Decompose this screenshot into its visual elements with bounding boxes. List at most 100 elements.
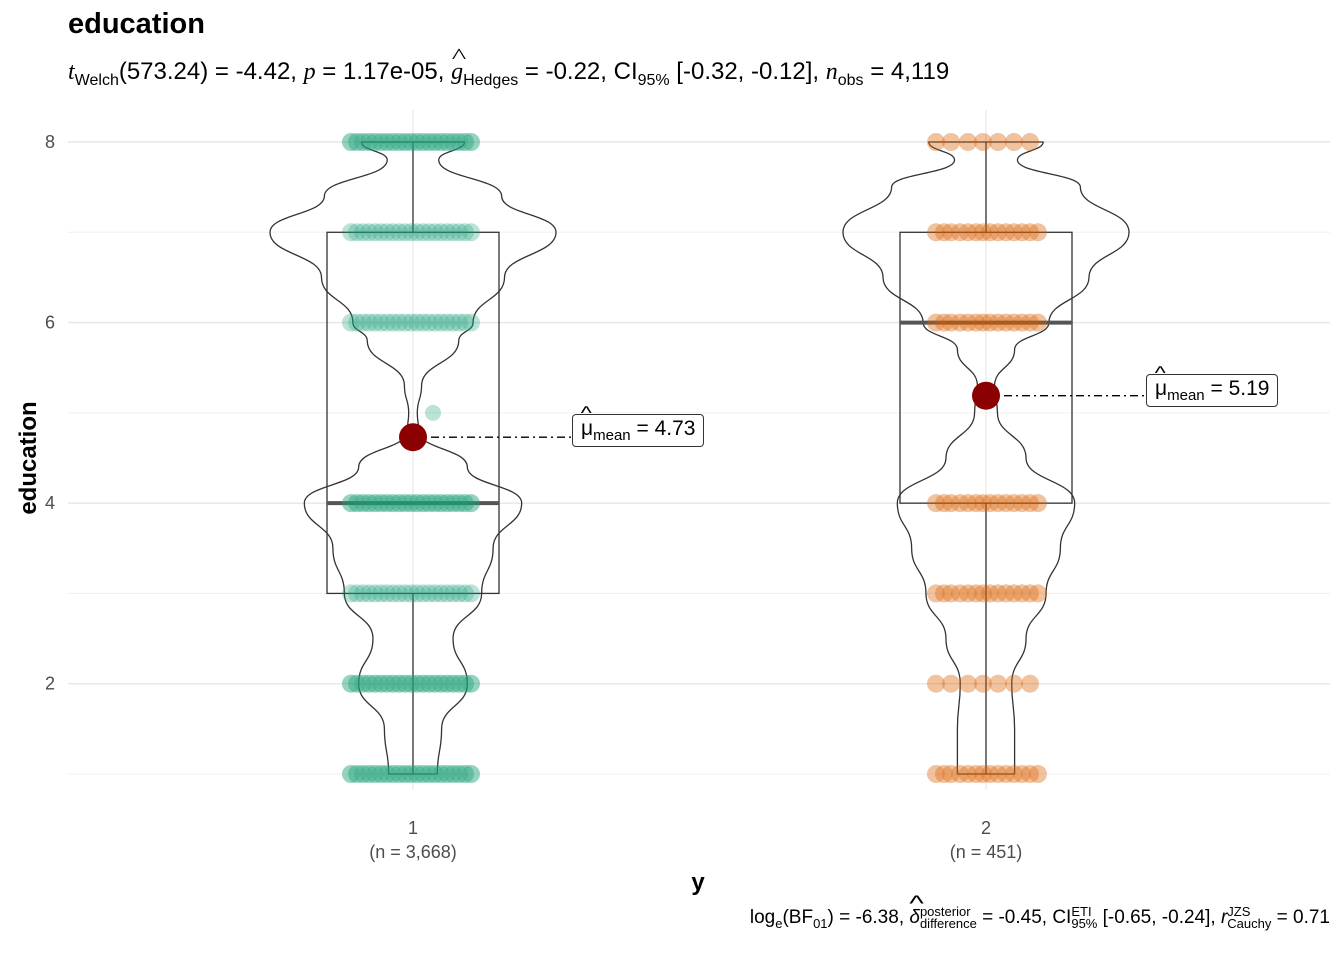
data-point — [384, 313, 402, 332]
data-point — [935, 223, 953, 242]
data-point — [420, 223, 438, 242]
data-point — [959, 765, 977, 783]
data-point — [426, 494, 444, 513]
data-point — [372, 133, 390, 151]
data-point — [348, 494, 366, 513]
data-point — [1021, 133, 1039, 151]
data-point — [444, 133, 462, 151]
data-point — [927, 584, 945, 603]
data-point — [981, 765, 999, 783]
mean-label-group-1: μmean = 4.73 — [572, 414, 705, 447]
point-band-8 — [342, 133, 480, 151]
data-point — [456, 313, 474, 332]
data-point — [951, 584, 969, 603]
data-point — [974, 494, 992, 513]
data-point — [342, 494, 360, 513]
data-point — [444, 313, 462, 332]
chart-title: education — [68, 8, 205, 40]
data-point — [974, 674, 992, 693]
data-point — [420, 584, 438, 603]
point-band-3 — [342, 584, 480, 603]
data-point — [348, 765, 366, 783]
data-point — [974, 313, 992, 332]
data-point — [989, 584, 1007, 603]
data-point — [396, 223, 414, 242]
data-point — [372, 765, 390, 783]
data-point — [348, 313, 366, 332]
data-point — [438, 765, 456, 783]
data-point — [1005, 133, 1023, 151]
data-point — [390, 313, 408, 332]
data-point — [974, 765, 992, 783]
data-point — [414, 313, 432, 332]
mean-point-group-1 — [399, 423, 427, 452]
data-point — [384, 494, 402, 513]
y-tick-label: 2 — [45, 674, 55, 694]
data-point — [414, 223, 432, 242]
data-point — [959, 584, 977, 603]
data-point — [942, 133, 960, 151]
data-point — [414, 133, 432, 151]
data-point — [1013, 765, 1031, 783]
data-point — [432, 674, 450, 693]
data-point — [426, 223, 444, 242]
data-point — [342, 313, 360, 332]
data-point — [927, 674, 945, 693]
data-point — [444, 765, 462, 783]
mean-value-2: 5.19 — [1228, 377, 1270, 400]
data-point — [342, 674, 360, 693]
data-point — [438, 313, 456, 332]
data-point — [402, 133, 420, 151]
data-point — [366, 674, 384, 693]
data-point — [396, 674, 414, 693]
data-point — [366, 313, 384, 332]
data-point — [989, 674, 1007, 693]
data-point — [414, 584, 432, 603]
data-point — [438, 133, 456, 151]
data-point — [372, 494, 390, 513]
data-point — [456, 133, 474, 151]
data-point — [426, 765, 444, 783]
data-point — [935, 765, 953, 783]
data-point — [450, 674, 468, 693]
data-point — [384, 133, 402, 151]
data-point — [927, 494, 945, 513]
data-point — [390, 674, 408, 693]
data-point — [1021, 765, 1039, 783]
data-point — [378, 313, 396, 332]
data-point — [432, 223, 450, 242]
data-point — [402, 584, 420, 603]
data-point — [438, 494, 456, 513]
data-point — [402, 494, 420, 513]
data-point — [462, 584, 480, 603]
chart-subtitle: tWelch(573.24) = -4.42, p = 1.17e-05, gH… — [68, 58, 949, 90]
data-point — [342, 223, 360, 242]
data-point — [462, 674, 480, 693]
axis-ticks: 2 4 6 8 1 (n = 3,668) 2 (n = 451) — [45, 132, 1022, 862]
data-point — [426, 133, 444, 151]
x-count-label: (n = 451) — [950, 842, 1023, 862]
x-count-label: (n = 3,668) — [369, 842, 457, 862]
grid-lines — [68, 110, 1330, 790]
data-point — [959, 674, 977, 693]
data-point — [378, 584, 396, 603]
data-point — [444, 494, 462, 513]
data-point — [342, 765, 360, 783]
data-point — [438, 674, 456, 693]
data-point — [378, 494, 396, 513]
data-point — [456, 494, 474, 513]
data-point — [967, 223, 985, 242]
data-point — [1013, 313, 1031, 332]
data-point-outlier — [425, 404, 441, 421]
data-point — [997, 584, 1015, 603]
x-tick-label: 1 — [408, 818, 418, 838]
data-point — [927, 313, 945, 332]
data-point — [408, 584, 426, 603]
data-point — [390, 494, 408, 513]
data-point — [414, 765, 432, 783]
data-point — [989, 223, 1007, 242]
x-axis-title: y — [691, 869, 705, 896]
data-point — [462, 223, 480, 242]
data-point — [1013, 223, 1031, 242]
boxplots — [326, 142, 1073, 774]
